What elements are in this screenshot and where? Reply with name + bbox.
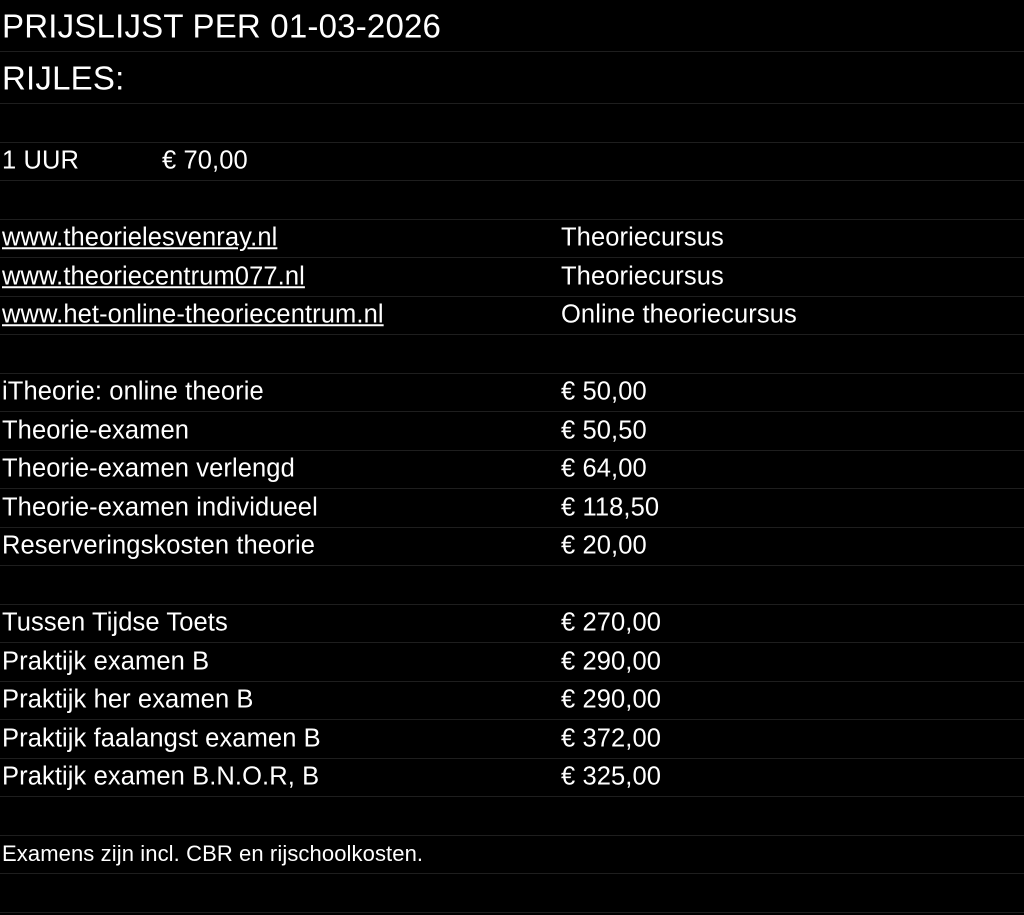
spacer-row-3: [0, 335, 1024, 374]
lesson-hour-price: € 70,00: [162, 146, 248, 175]
price-row: Theorie-examen individueel € 118,50: [0, 489, 1024, 528]
spacer-row-2: [0, 181, 1024, 220]
link-het-online-theoriecentrum[interactable]: www.het-online-theoriecentrum.nl: [2, 300, 384, 329]
price-row-label: Theorie-examen individueel: [2, 493, 318, 521]
price-row-label: Praktijk her examen B: [2, 685, 254, 714]
price-row-value: € 290,00: [561, 685, 662, 714]
section-heading: RIJLES:: [2, 59, 125, 96]
price-row-value: € 50,00: [561, 377, 647, 406]
price-row-label: Praktijk faalangst examen B: [2, 724, 321, 752]
price-row-label: Praktijk examen B: [2, 647, 210, 675]
link-row: www.theoriecentrum077.nl Theoriecursus: [0, 258, 1024, 297]
spacer-row-5: [0, 797, 1024, 836]
lesson-hour-row: 1 UUR € 70,00: [0, 143, 1024, 181]
lesson-hour-label: 1 UUR: [2, 146, 80, 175]
price-row: Praktijk examen B € 290,00: [0, 643, 1024, 682]
price-row-label: iTheorie: online theorie: [2, 377, 264, 406]
spacer-row-4: [0, 566, 1024, 605]
price-row: Praktijk her examen B € 290,00: [0, 682, 1024, 720]
price-row: Theorie-examen € 50,50: [0, 412, 1024, 451]
price-row-label: Praktijk examen B.N.O.R, B: [2, 762, 320, 791]
price-row-value: € 50,50: [561, 416, 647, 444]
link-description: Theoriecursus: [561, 223, 724, 252]
price-row: Praktijk examen B.N.O.R, B € 325,00: [0, 759, 1024, 797]
footnote-text: Examens zijn incl. CBR en rijschoolkoste…: [2, 841, 424, 867]
price-row-value: € 372,00: [561, 724, 662, 752]
price-row: Theorie-examen verlengd € 64,00: [0, 451, 1024, 489]
price-row: Tussen Tijdse Toets € 270,00: [0, 605, 1024, 643]
price-row-value: € 20,00: [561, 531, 647, 560]
spacer-row-1: [0, 104, 1024, 143]
price-row-label: Reserveringskosten theorie: [2, 531, 316, 560]
price-row-value: € 118,50: [561, 493, 660, 521]
price-row: iTheorie: online theorie € 50,00: [0, 374, 1024, 412]
price-row-label: Tussen Tijdse Toets: [2, 608, 228, 637]
price-row-value: € 290,00: [561, 647, 662, 675]
section-heading-row: RIJLES:: [0, 52, 1024, 104]
link-row: www.theorielesvenray.nl Theoriecursus: [0, 220, 1024, 258]
price-row-value: € 270,00: [561, 608, 662, 637]
footnote-row: Examens zijn incl. CBR en rijschoolkoste…: [0, 836, 1024, 874]
price-row-value: € 64,00: [561, 454, 647, 483]
link-theoriecentrum077[interactable]: www.theoriecentrum077.nl: [2, 262, 305, 290]
price-row-label: Theorie-examen verlengd: [2, 454, 295, 483]
price-row-value: € 325,00: [561, 762, 662, 791]
link-description: Theoriecursus: [561, 262, 724, 290]
spacer-row-6: [0, 874, 1024, 913]
price-row-label: Theorie-examen: [2, 416, 190, 444]
link-description: Online theoriecursus: [561, 300, 797, 329]
price-row: Reserveringskosten theorie € 20,00: [0, 528, 1024, 566]
price-row: Praktijk faalangst examen B € 372,00: [0, 720, 1024, 759]
page-title: PRIJSLIJST PER 01-03-2026: [2, 7, 442, 44]
link-row: www.het-online-theoriecentrum.nl Online …: [0, 297, 1024, 335]
link-theorielesvenray[interactable]: www.theorielesvenray.nl: [2, 223, 278, 252]
title-row: PRIJSLIJST PER 01-03-2026: [0, 0, 1024, 52]
